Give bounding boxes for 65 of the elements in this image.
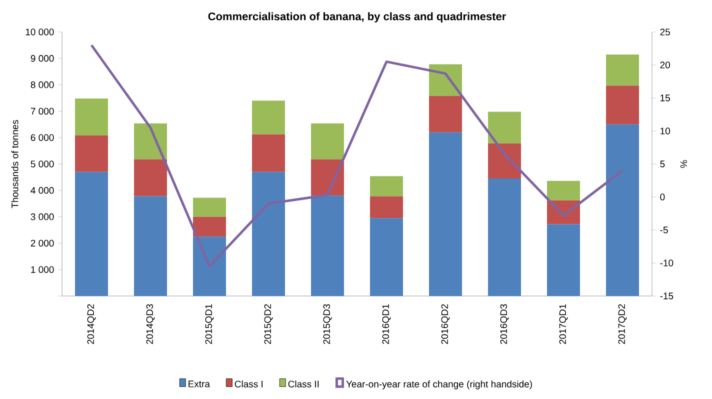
y2-tick-label: 0 bbox=[660, 194, 665, 200]
bar bbox=[370, 218, 403, 296]
y-tick-label: 7 000 bbox=[30, 108, 54, 115]
legend-label: Year-on-year rate of change (right handside) bbox=[346, 380, 532, 390]
bar bbox=[311, 159, 344, 196]
bar bbox=[252, 134, 285, 172]
y-tick-label: 5 000 bbox=[30, 160, 54, 168]
bar bbox=[488, 112, 522, 144]
x-tick-label: 2017QD1 bbox=[559, 304, 568, 344]
y2-tick-label: 10 bbox=[660, 128, 670, 134]
legend-label: Extra bbox=[188, 380, 210, 388]
bar bbox=[488, 178, 522, 296]
bar bbox=[252, 100, 285, 134]
bar bbox=[311, 123, 344, 160]
y2-tick-label: -15 bbox=[660, 292, 674, 300]
x-tick-label: 2016QD1 bbox=[382, 304, 391, 344]
bar bbox=[193, 236, 226, 296]
y2-tick-label: 15 bbox=[660, 94, 670, 102]
bar bbox=[606, 54, 640, 86]
y2-tick-label: -5 bbox=[660, 226, 668, 234]
x-tick-label: 2016QD2 bbox=[441, 304, 450, 344]
bar bbox=[193, 198, 226, 217]
y2-tick-label: 5 bbox=[660, 160, 665, 168]
y-tick-label: 6 000 bbox=[30, 134, 54, 141]
bar bbox=[134, 196, 168, 296]
x-tick-label: 2016QD3 bbox=[500, 304, 509, 344]
y2-tick-label: -10 bbox=[660, 260, 674, 266]
legend-label: Class I bbox=[234, 380, 263, 388]
bar bbox=[547, 180, 580, 200]
bar bbox=[429, 132, 462, 296]
x-tick-label: 2015QD1 bbox=[205, 304, 214, 344]
bar bbox=[370, 176, 403, 196]
bar bbox=[134, 123, 168, 160]
y-tick-label: 2 000 bbox=[30, 240, 54, 247]
x-tick-label: 2017QD2 bbox=[618, 304, 627, 344]
bar bbox=[75, 98, 108, 136]
bar bbox=[75, 135, 108, 172]
y-tick-label: 4 000 bbox=[30, 187, 54, 194]
bar bbox=[134, 159, 168, 196]
bar bbox=[606, 124, 640, 296]
y-tick-label: 3 000 bbox=[30, 213, 54, 220]
x-tick-label: 2014QD2 bbox=[87, 304, 96, 344]
bar bbox=[488, 143, 522, 179]
y2-axis-title: % bbox=[680, 160, 688, 168]
chart-title: Commercialisation of banana, by class and quadrimester bbox=[208, 12, 506, 22]
bar bbox=[252, 172, 285, 296]
bar bbox=[311, 196, 344, 296]
y-axis-title: Thousands of tonnes bbox=[11, 120, 18, 208]
line-series bbox=[90, 44, 624, 268]
bar bbox=[606, 86, 640, 124]
legend-label: Class II bbox=[288, 380, 319, 388]
bar bbox=[75, 172, 108, 296]
y-tick-label: 9 000 bbox=[30, 55, 54, 62]
bar bbox=[193, 216, 226, 237]
bar bbox=[370, 196, 403, 218]
x-tick-label: 2015QD2 bbox=[264, 304, 273, 344]
bar bbox=[547, 224, 580, 296]
y2-tick-label: 20 bbox=[660, 62, 670, 68]
y-tick-label: 10 000 bbox=[26, 28, 54, 36]
x-tick-label: 2015QD3 bbox=[323, 304, 332, 344]
y-tick-label: 8 000 bbox=[30, 81, 54, 88]
y2-tick-label: 25 bbox=[660, 28, 670, 36]
y-tick-label: 1 000 bbox=[31, 266, 54, 273]
x-tick-label: 2014QD3 bbox=[146, 304, 155, 344]
bar bbox=[429, 96, 462, 132]
